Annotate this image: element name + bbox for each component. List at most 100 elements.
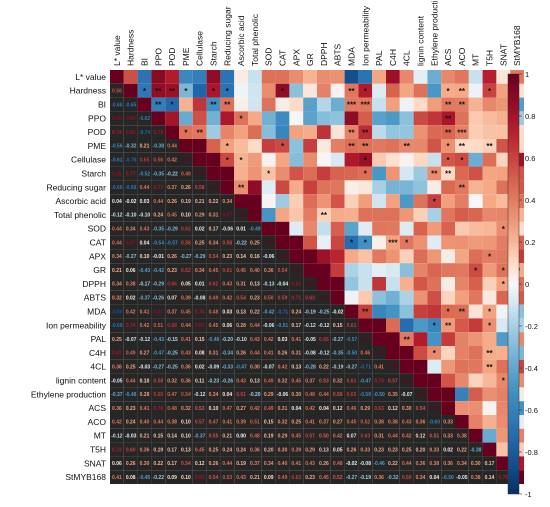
heatmap-cell-value: 0.31: [291, 351, 301, 357]
heatmap-cell: [234, 221, 248, 236]
heatmap-cell: [372, 401, 386, 415]
heatmap-cell: [303, 456, 317, 471]
heatmap-cell: [206, 152, 221, 167]
column-label: L* value: [112, 35, 122, 66]
heatmap-cell: [192, 152, 207, 167]
heatmap-cell: [234, 359, 248, 374]
heatmap-cell: [110, 139, 124, 153]
column-labels: L* value Hardness BI PPO POD PME Cellulase Star…: [112, 0, 522, 66]
heatmap-cell-value: -0.23: [208, 378, 220, 384]
heatmap-cell-value: 0.54: [236, 296, 246, 302]
heatmap-cell: [413, 304, 428, 319]
heatmap-cell-value: 0.34: [112, 282, 122, 288]
heatmap-cell: [110, 111, 124, 126]
heatmap-cell: [330, 470, 345, 484]
heatmap-cell-value: 0.02: [195, 365, 205, 371]
colorbar-tick-label: -0.8: [525, 448, 538, 457]
heatmap-cell-value: 0.12: [416, 434, 426, 440]
heatmap-cell-value: 0.03: [222, 309, 232, 315]
row-label: Ascorbic acid: [55, 196, 106, 206]
heatmap-cell-value: 0.44: [181, 323, 191, 329]
heatmap-cell: [468, 442, 483, 457]
significance-mark: *: [226, 87, 230, 96]
heatmap-cell: [110, 290, 124, 305]
heatmap-cell: [496, 332, 511, 346]
heatmap-cell: [468, 152, 483, 167]
significance-mark: *: [405, 239, 409, 248]
column-label: POD: [167, 48, 177, 66]
heatmap-cell: [151, 415, 166, 429]
heatmap-cell: [496, 442, 511, 457]
heatmap-cell: [427, 373, 442, 388]
heatmap-cell: [344, 180, 359, 195]
heatmap-cell-value: -0.45: [139, 475, 151, 481]
heatmap-cell: [192, 346, 207, 360]
column-label: PME: [181, 47, 191, 66]
heatmap-cell: [330, 387, 345, 402]
heatmap-cell: [358, 221, 373, 236]
heatmap-cell: [151, 235, 166, 250]
heatmap-cell-value: -0.09: [208, 365, 220, 371]
heatmap-cell-value: -0.04: [277, 282, 289, 288]
heatmap-cell: [151, 194, 166, 208]
heatmap-cell: [441, 125, 455, 139]
heatmap-cell-value: -0.42: [153, 268, 165, 274]
heatmap-cell-value: -0.07: [401, 392, 413, 398]
significance-mark: *: [460, 156, 464, 165]
heatmap-cell: [317, 346, 331, 360]
heatmap-cell-value: -0.17: [139, 282, 151, 288]
heatmap-cell-value: -0.06: [222, 227, 234, 233]
heatmap-cell: [179, 70, 193, 84]
heatmap-cell: [482, 166, 497, 181]
heatmap-cell: [234, 263, 248, 277]
heatmap-cell-value: 0.57: [195, 420, 205, 426]
heatmap-cell: [220, 249, 235, 264]
heatmap-cell: [496, 428, 511, 443]
column-label: Cellulase: [195, 31, 205, 66]
heatmap-cell: [192, 194, 207, 208]
heatmap-cell: [220, 415, 235, 429]
heatmap-cell: [482, 318, 497, 333]
heatmap-cell: [261, 332, 276, 346]
heatmap-cell: [248, 456, 262, 471]
heatmap-cell-value: 0.14: [485, 475, 495, 481]
heatmap-cell: [151, 111, 166, 126]
heatmap-cell: [151, 470, 166, 484]
heatmap-cell-value: -0.43: [153, 337, 165, 343]
heatmap-cell-value: -0.27: [125, 254, 137, 260]
heatmap-cell: [220, 221, 235, 236]
heatmap-cell-value: 0.39: [291, 447, 301, 453]
heatmap-cell-value: 0.30: [250, 365, 260, 371]
row-label: Hardness: [70, 86, 106, 96]
heatmap-cell-value: 0.28: [140, 392, 150, 398]
heatmap-cell-value: 0.32: [112, 296, 122, 302]
heatmap-cell: [123, 180, 138, 195]
heatmap-cell-value: 0.22: [153, 461, 163, 467]
heatmap-cell-value: 0.13: [181, 447, 191, 453]
heatmap-cell-value: 0.60: [402, 475, 412, 481]
heatmap-cell: [317, 277, 331, 291]
heatmap-cell: [468, 304, 483, 319]
heatmap-cell-value: 0.33: [360, 447, 370, 453]
heatmap-cell: [344, 249, 359, 264]
heatmap-cell: [137, 456, 152, 471]
significance-mark: **: [445, 115, 452, 124]
heatmap-cell: [372, 125, 386, 139]
heatmap-cell: [289, 470, 304, 484]
heatmap-cell: [179, 332, 193, 346]
significance-mark: *: [364, 239, 368, 248]
heatmap-cell: [358, 428, 373, 443]
heatmap-cell-value: 0.56: [112, 89, 122, 95]
heatmap-cell: [261, 221, 276, 236]
significance-mark: **: [459, 142, 466, 151]
heatmap-cell: [344, 139, 359, 153]
heatmap-cell-value: 0.30: [278, 447, 288, 453]
heatmap-cells: 0.56 * ** ** * * * * ** * * ** *-0.68 -0.65 ** * ** ** ***…: [110, 70, 524, 484]
heatmap-cell: [496, 97, 511, 112]
heatmap-cell: [179, 442, 193, 457]
heatmap-cell: [358, 97, 373, 112]
heatmap-cell: [110, 401, 124, 415]
heatmap-cell-value: 0.23: [167, 268, 177, 274]
heatmap-cell-value: -0.32: [125, 144, 137, 150]
heatmap-cell: [330, 346, 345, 360]
